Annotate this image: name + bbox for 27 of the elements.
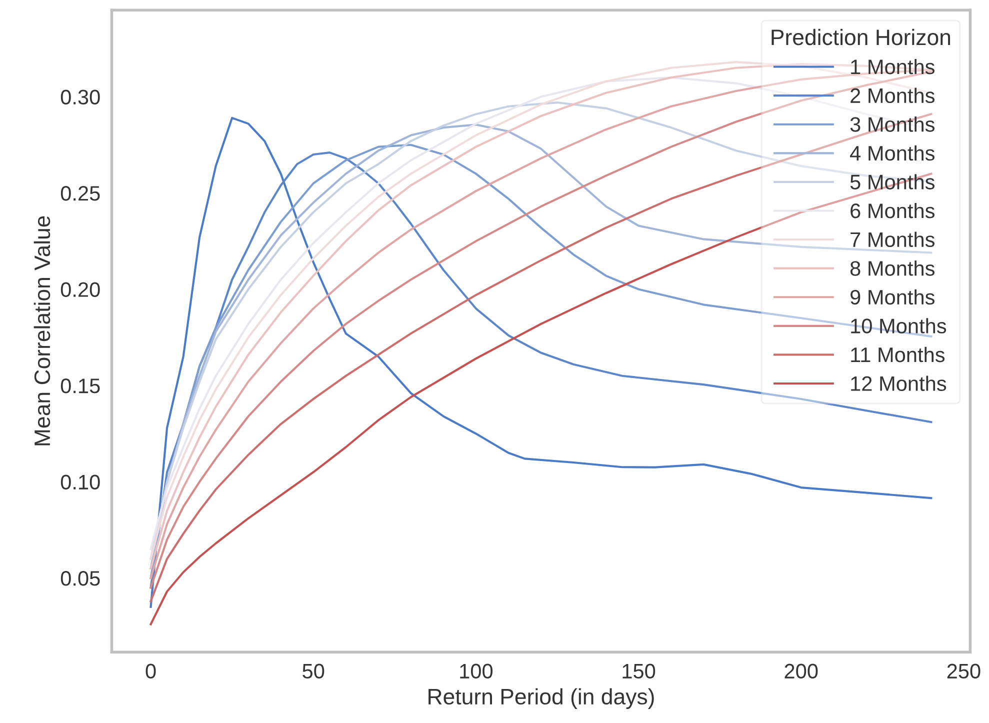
legend-label: 8 Months: [850, 260, 934, 276]
y-tick-label: 0.05: [60, 571, 100, 586]
y-axis-title: Mean Correlation Value: [34, 216, 50, 446]
x-tick-label: 200: [784, 664, 818, 679]
legend-label: 2 Months: [850, 88, 934, 104]
x-tick-label: 0: [146, 664, 156, 679]
legend-label: 1 Months: [851, 58, 934, 74]
x-tick-label: 50: [302, 664, 324, 679]
y-tick-label: 0.30: [60, 90, 100, 105]
legend-label: 3 Months: [850, 116, 934, 132]
legend-label: 12 Months: [851, 376, 946, 392]
legend-label: 9 Months: [850, 289, 934, 305]
legend-label: 5 Months: [850, 174, 934, 190]
legend-label: 7 Months: [850, 232, 934, 248]
legend-label: 6 Months: [850, 202, 934, 218]
x-tick-label: 150: [622, 664, 656, 679]
x-tick-label: 250: [947, 664, 980, 679]
legend-title: Prediction Horizon: [772, 28, 950, 46]
legend-label: 11 Months: [851, 346, 945, 362]
legend-label: 10 Months: [851, 318, 946, 334]
y-tick-label: 0.20: [60, 282, 100, 298]
y-tick-label: 0.10: [60, 474, 100, 490]
y-tick-label: 0.25: [60, 186, 100, 201]
legend-label: 4 Months: [850, 145, 934, 161]
x-tick-label: 100: [460, 664, 493, 679]
x-axis-title: Return Period (in days): [428, 688, 654, 709]
y-tick-label: 0.15: [60, 378, 100, 394]
